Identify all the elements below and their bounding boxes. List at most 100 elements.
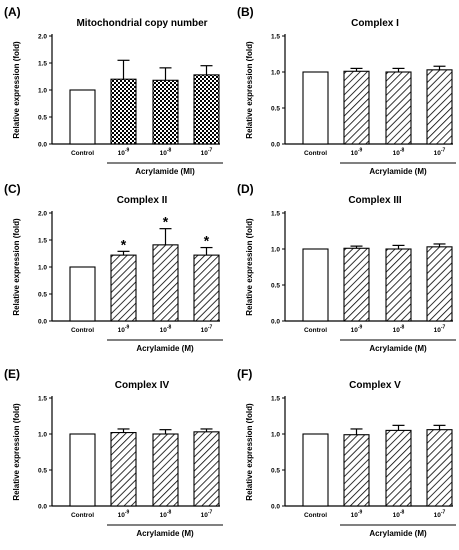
chart-title: Complex I — [351, 18, 399, 29]
y-axis-label: Relative expression (fold) — [245, 403, 254, 501]
bar — [69, 266, 96, 322]
category-label: Control — [304, 150, 327, 157]
bar — [152, 244, 179, 322]
category-exponent: -9 — [125, 148, 130, 154]
panel-b: (B) Complex I Relative expression (fold) 0.… — [237, 5, 456, 176]
category-exponent: -9 — [358, 148, 363, 154]
category-exponent: -8 — [167, 510, 172, 516]
group-label: Acrylamide (M) — [369, 167, 427, 176]
bar — [110, 432, 137, 507]
bar — [302, 433, 329, 507]
bar — [426, 429, 453, 507]
bar — [69, 433, 96, 507]
panel-label: (A) — [4, 5, 21, 19]
category-label: Control — [71, 512, 94, 519]
y-tick-label: 1.5 — [271, 210, 280, 217]
significance-marker: * — [204, 233, 210, 249]
group-label: Acrylamide (Ml) — [135, 167, 195, 176]
y-tick-label: 0.5 — [271, 105, 280, 112]
y-tick-label: 1.0 — [38, 87, 47, 94]
category-exponent: -7 — [208, 510, 213, 516]
category-label: 10-7 — [201, 325, 213, 335]
y-tick-label: 0.0 — [271, 141, 280, 148]
bar — [193, 74, 220, 145]
category-label: 10-9 — [118, 325, 130, 335]
category-label: 10-7 — [434, 325, 446, 335]
group-label: Acrylamide (M) — [369, 529, 427, 538]
category-exponent: -8 — [167, 148, 172, 154]
panel-label: (E) — [4, 367, 20, 381]
chart-title: Complex IV — [115, 380, 170, 391]
category-exponent: -9 — [358, 325, 363, 331]
category-label: Control — [304, 327, 327, 334]
category-base: 10 — [393, 512, 401, 519]
bar — [193, 254, 220, 322]
y-tick-label: 2.0 — [38, 210, 47, 217]
y-tick-label: 1.0 — [38, 264, 47, 271]
category-exponent: -8 — [400, 325, 405, 331]
bar — [110, 78, 137, 145]
category-label: 10-9 — [351, 510, 363, 520]
category-base: 10 — [434, 512, 442, 519]
category-base: Control — [304, 512, 327, 519]
y-tick-label: 1.5 — [38, 395, 47, 402]
category-base: 10 — [434, 150, 442, 157]
category-base: 10 — [118, 512, 126, 519]
category-exponent: -8 — [400, 148, 405, 154]
y-tick-label: 0.0 — [38, 318, 47, 325]
category-base: 10 — [393, 150, 401, 157]
category-label: Control — [304, 512, 327, 519]
y-tick-label: 1.5 — [271, 33, 280, 40]
category-exponent: -8 — [400, 510, 405, 516]
category-label: 10-7 — [434, 510, 446, 520]
y-tick-label: 1.0 — [271, 69, 280, 76]
y-tick-label: 0.5 — [271, 467, 280, 474]
category-exponent: -9 — [358, 510, 363, 516]
category-base: 10 — [351, 150, 359, 157]
bar — [69, 89, 96, 145]
category-label: 10-8 — [160, 325, 172, 335]
category-exponent: -7 — [441, 325, 446, 331]
category-base: 10 — [393, 327, 401, 334]
chart-title: Complex III — [348, 195, 402, 206]
y-tick-label: 0.5 — [271, 282, 280, 289]
category-base: 10 — [351, 512, 359, 519]
bar — [152, 433, 179, 507]
bar — [110, 254, 137, 322]
y-tick-label: 1.5 — [38, 237, 47, 244]
y-tick-label: 1.0 — [271, 431, 280, 438]
category-label: 10-8 — [393, 510, 405, 520]
category-exponent: -7 — [208, 148, 213, 154]
category-label: 10-7 — [201, 510, 213, 520]
category-base: 10 — [160, 150, 168, 157]
bar — [385, 429, 412, 507]
bar — [426, 246, 453, 322]
y-tick-label: 0.0 — [271, 318, 280, 325]
y-tick-label: 1.5 — [271, 395, 280, 402]
category-label: 10-9 — [118, 148, 130, 158]
category-base: 10 — [118, 150, 126, 157]
panel-label: (D) — [237, 182, 254, 196]
bar — [302, 248, 329, 322]
bar — [385, 71, 412, 145]
chart-title: Complex V — [349, 380, 401, 391]
category-exponent: -9 — [125, 325, 130, 331]
y-tick-label: 0.0 — [38, 503, 47, 510]
panel-label: (B) — [237, 5, 254, 19]
category-label: 10-9 — [351, 325, 363, 335]
bar — [193, 431, 220, 507]
category-label: 10-8 — [160, 148, 172, 158]
panel-f: (F) Complex V Relative expression (fold) 0.… — [237, 367, 456, 538]
y-axis-label: Relative expression (fold) — [12, 403, 21, 501]
bar — [302, 71, 329, 145]
y-tick-label: 0.0 — [38, 141, 47, 148]
group-label: Acrylamide (M) — [136, 529, 194, 538]
category-base: Control — [71, 150, 94, 157]
y-axis-label: Relative expression (fold) — [12, 218, 21, 316]
category-label: Control — [71, 327, 94, 334]
category-label: 10-7 — [434, 148, 446, 158]
panel-a: (A) Mitochondrial copy number Relative exp… — [4, 5, 223, 176]
bar — [343, 247, 370, 322]
panel-d: (D) Complex III Relative expression (fold)… — [237, 182, 456, 353]
